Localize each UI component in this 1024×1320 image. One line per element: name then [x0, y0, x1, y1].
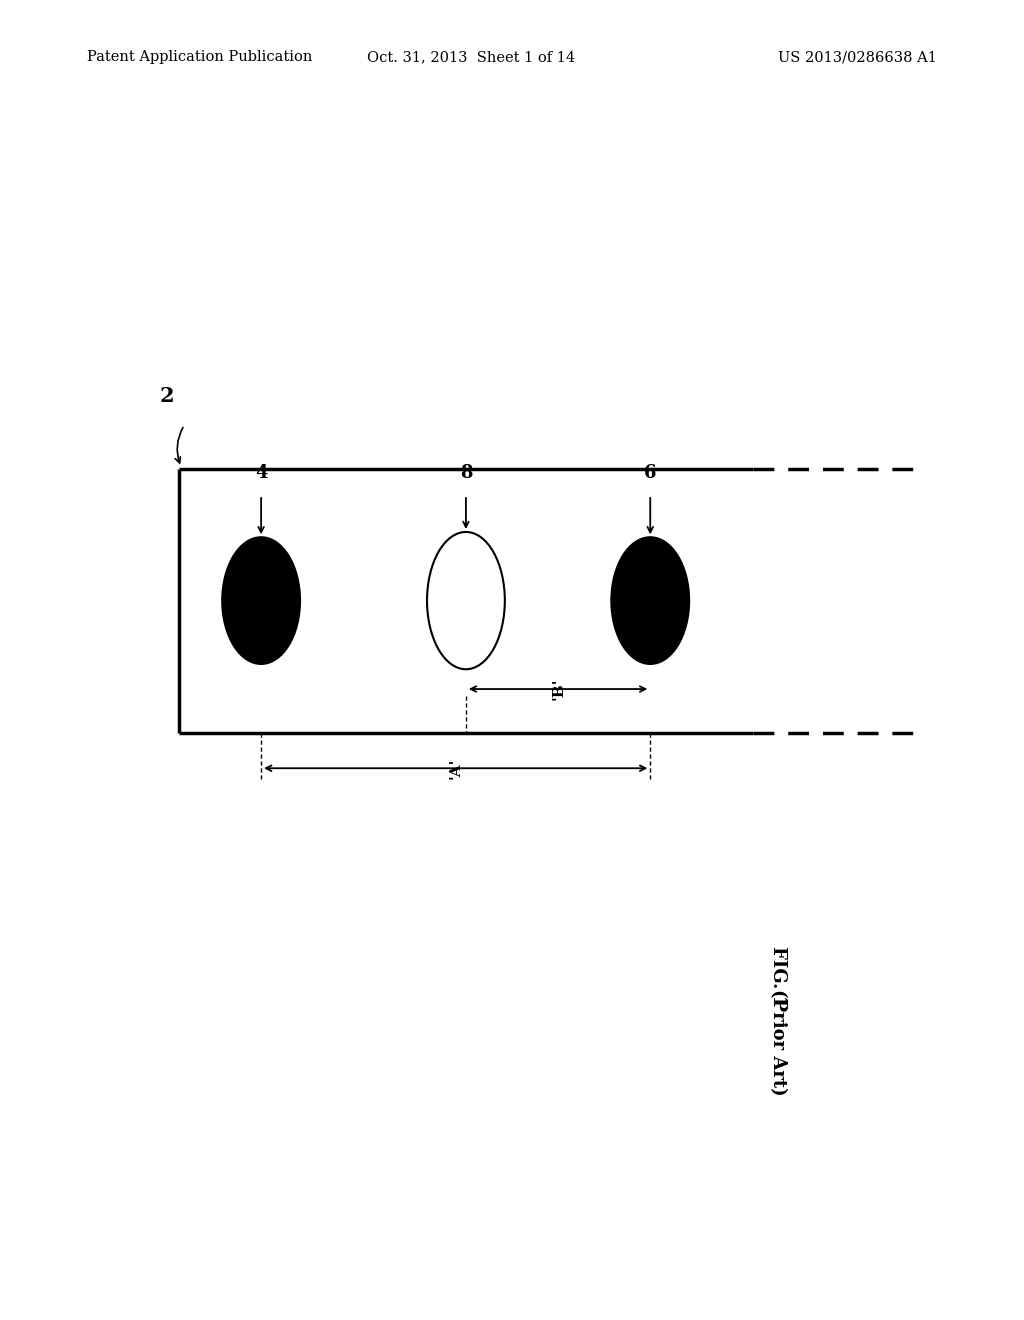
Text: 'B': 'B' [551, 677, 565, 701]
Text: Oct. 31, 2013  Sheet 1 of 14: Oct. 31, 2013 Sheet 1 of 14 [367, 50, 575, 65]
Ellipse shape [222, 537, 300, 664]
Text: FIG. 1: FIG. 1 [769, 946, 787, 1007]
Ellipse shape [611, 537, 689, 664]
Text: (Prior Art): (Prior Art) [769, 990, 787, 1096]
Text: US 2013/0286638 A1: US 2013/0286638 A1 [778, 50, 937, 65]
FancyArrowPatch shape [175, 428, 183, 463]
Text: 4: 4 [255, 463, 267, 482]
Ellipse shape [427, 532, 505, 669]
Text: 'A': 'A' [449, 758, 463, 779]
Text: 6: 6 [644, 463, 656, 482]
Text: Patent Application Publication: Patent Application Publication [87, 50, 312, 65]
Text: 8: 8 [460, 463, 472, 482]
Text: 2: 2 [160, 385, 174, 407]
